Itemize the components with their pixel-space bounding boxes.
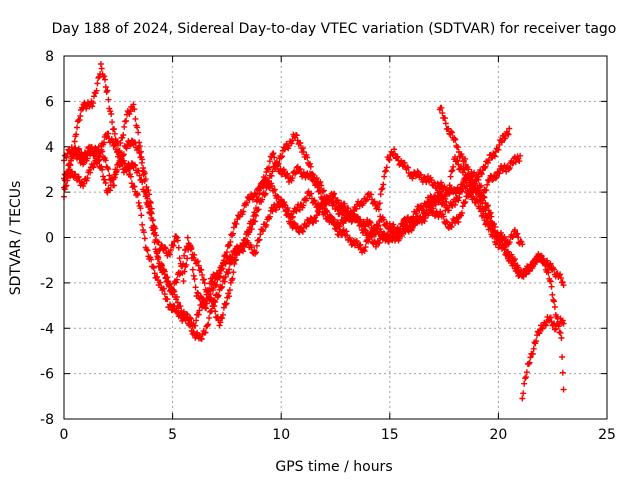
series-markers [519, 314, 567, 402]
y-tick-label: 4 [45, 140, 54, 156]
x-tick-label: 15 [381, 427, 399, 443]
y-tick-label: 0 [45, 231, 54, 247]
x-tick-label: 5 [168, 427, 177, 443]
y-tick-label: -8 [40, 412, 54, 428]
y-tick-label: 6 [45, 94, 54, 110]
axis-ticks: 0 5 10 15 20 25 -8 -6 -4 -2 0 2 4 6 8 [40, 49, 616, 443]
y-tick-label: 8 [45, 49, 54, 65]
y-tick-label: 2 [45, 185, 54, 201]
chart-title: Day 188 of 2024, Sidereal Day-to-day VTE… [52, 21, 617, 37]
y-tick-label: -6 [40, 367, 54, 383]
x-tick-label: 10 [272, 427, 290, 443]
y-tick-label: -4 [40, 321, 54, 337]
y-tick-label: -2 [40, 276, 54, 292]
series-track-6 [519, 314, 567, 402]
series-markers [436, 104, 567, 393]
grid-lines [64, 56, 607, 419]
x-tick-label: 25 [598, 427, 616, 443]
series-layer [61, 61, 567, 402]
x-tick-label: 20 [489, 427, 507, 443]
x-axis-label: GPS time / hours [275, 459, 392, 475]
y-axis-label: SDTVAR / TECUs [8, 181, 24, 296]
series-track-5 [436, 104, 567, 393]
plot-frame [63, 55, 608, 420]
x-tick-label: 0 [60, 427, 69, 443]
